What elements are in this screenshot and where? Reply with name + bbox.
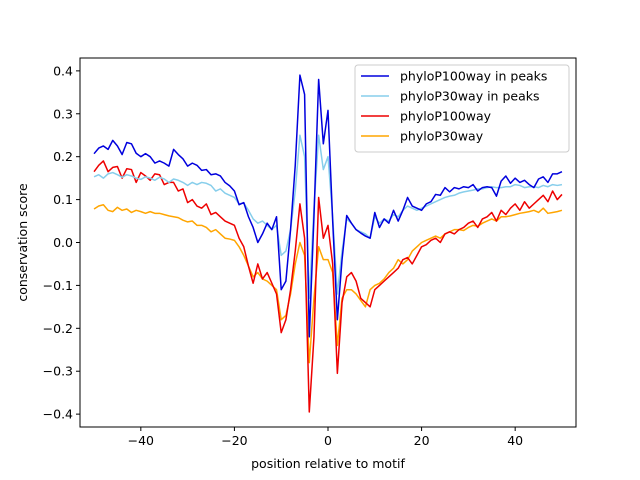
y-tick-label: −0.3 — [43, 364, 73, 379]
x-axis-label: position relative to motif — [251, 456, 405, 471]
legend-label: phyloP100way in peaks — [400, 69, 547, 84]
series-layer — [93, 74, 563, 413]
y-axis: −0.4 −0.3 −0.2 −0.1 0.0 0.1 0.2 0.3 0.4 — [43, 63, 80, 422]
y-tick-label: −0.1 — [43, 278, 73, 293]
y-tick-label: 0.2 — [53, 149, 73, 164]
series-line-phylop30way-in-peaks — [93, 134, 563, 300]
y-tick-label: 0.4 — [53, 63, 73, 78]
series-line-phylop100way — [93, 160, 563, 413]
x-tick-label: 20 — [414, 433, 430, 448]
series-line-phylop100way-in-peaks — [93, 74, 563, 338]
x-tick-label: 0 — [324, 433, 332, 448]
y-tick-label: 0.3 — [53, 106, 73, 121]
x-tick-label: −20 — [221, 433, 247, 448]
y-tick-label: 0.1 — [53, 192, 73, 207]
legend-label: phyloP30way in peaks — [400, 89, 539, 104]
y-tick-label: −0.2 — [43, 321, 73, 336]
x-tick-label: 40 — [507, 433, 523, 448]
legend: phyloP100way in peaks phyloP30way in peak… — [354, 64, 570, 153]
x-axis: −40 −20 0 20 40 — [128, 427, 523, 448]
y-axis-label: conservation score — [15, 183, 30, 302]
y-tick-label: 0.0 — [53, 235, 73, 250]
legend-label: phyloP30way — [400, 129, 484, 144]
x-tick-label: −40 — [128, 433, 154, 448]
legend-box — [354, 64, 570, 153]
y-tick-label: −0.4 — [43, 407, 73, 422]
series-line-phylop30way — [93, 203, 563, 364]
legend-label: phyloP100way — [400, 109, 492, 124]
